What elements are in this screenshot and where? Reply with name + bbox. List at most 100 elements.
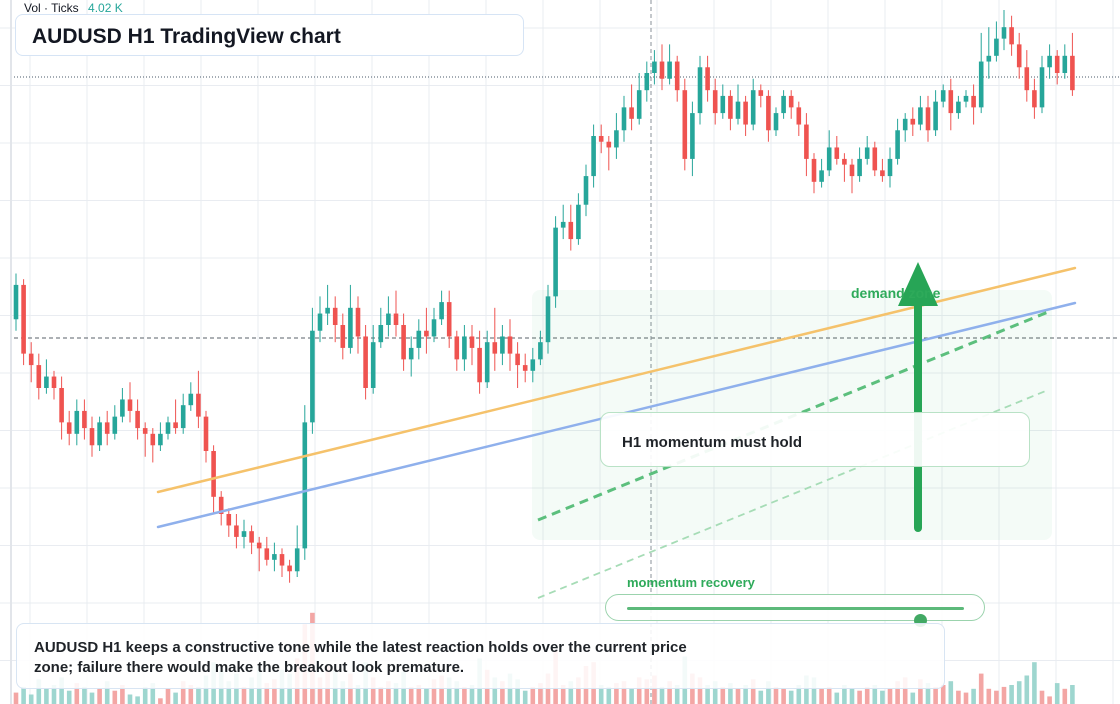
volume-bar bbox=[378, 686, 384, 704]
candle-body bbox=[956, 101, 961, 114]
candle-body bbox=[568, 221, 574, 240]
volume-bar bbox=[393, 683, 399, 704]
candle-body bbox=[431, 319, 437, 337]
volume-bar bbox=[150, 683, 156, 704]
volume-bar bbox=[89, 692, 95, 704]
candle-body bbox=[667, 61, 672, 79]
volume-bar bbox=[940, 685, 946, 704]
candle-body bbox=[1039, 67, 1045, 108]
candle-body bbox=[652, 61, 657, 73]
volume-bar bbox=[598, 685, 604, 704]
volume-bar bbox=[44, 688, 49, 704]
candle-body bbox=[89, 428, 95, 446]
candle-body bbox=[439, 302, 444, 320]
candle-body bbox=[135, 410, 140, 429]
candle-body bbox=[834, 147, 840, 159]
candle-body bbox=[348, 307, 353, 348]
candle-body bbox=[560, 221, 566, 228]
volume-bar bbox=[674, 685, 680, 704]
candle-body bbox=[804, 124, 809, 159]
volume-bar bbox=[864, 686, 870, 704]
volume-bar bbox=[804, 675, 809, 704]
volume-bar bbox=[895, 681, 900, 704]
candle-body bbox=[538, 342, 543, 360]
candle-body bbox=[842, 158, 847, 165]
volume-bar bbox=[766, 681, 771, 704]
candle-body bbox=[408, 347, 414, 360]
candle-body bbox=[864, 147, 870, 159]
chart-title: AUDUSD H1 TradingView chart bbox=[32, 25, 341, 48]
volume-bar bbox=[1039, 690, 1045, 704]
candle-body bbox=[758, 90, 764, 96]
candle-body bbox=[226, 514, 232, 526]
candle-body bbox=[97, 422, 102, 446]
volume-bar bbox=[180, 681, 186, 704]
candle-body bbox=[576, 204, 581, 240]
candle-body bbox=[697, 67, 703, 114]
candle-body bbox=[234, 525, 239, 537]
volume-bar bbox=[1070, 685, 1075, 704]
candle-body bbox=[644, 73, 650, 91]
candle-body bbox=[766, 95, 771, 131]
slider-track[interactable] bbox=[627, 607, 964, 627]
price-candles[interactable] bbox=[13, 10, 1075, 583]
title-panel: AUDUSD H1 TradingView chart bbox=[15, 14, 524, 56]
demand-zone-label: demand zone bbox=[851, 285, 941, 301]
volume-bar bbox=[1032, 662, 1037, 704]
candle-body bbox=[317, 313, 323, 331]
volume-bar bbox=[188, 685, 194, 704]
volume-bar bbox=[826, 686, 832, 704]
candle-body bbox=[188, 393, 194, 406]
volume-bar bbox=[226, 681, 232, 704]
momentum-slider[interactable] bbox=[605, 594, 985, 627]
candle-body bbox=[963, 95, 969, 102]
candle-body bbox=[355, 307, 361, 337]
volume-bar bbox=[446, 677, 452, 704]
candle-body bbox=[781, 95, 786, 114]
volume-bar bbox=[196, 686, 201, 704]
candle-body bbox=[363, 336, 368, 388]
volume-bar bbox=[652, 675, 657, 704]
candle-body bbox=[386, 313, 391, 325]
candle-body bbox=[902, 118, 908, 131]
volume-bar bbox=[849, 688, 855, 704]
candle-body bbox=[104, 422, 110, 434]
candle-body bbox=[819, 170, 824, 182]
volume-bar bbox=[773, 686, 779, 704]
candle-body bbox=[249, 531, 254, 543]
candle-body bbox=[173, 422, 178, 429]
candle-body bbox=[522, 365, 528, 371]
volume-bar bbox=[13, 692, 19, 704]
candle-body bbox=[986, 55, 992, 62]
candle-body bbox=[735, 101, 741, 119]
up-arrow-icon bbox=[898, 262, 938, 306]
candle-body bbox=[1062, 55, 1068, 73]
candle-body bbox=[857, 158, 862, 177]
momentum-callout[interactable]: H1 momentum must hold bbox=[600, 412, 1030, 467]
candle-body bbox=[545, 296, 551, 343]
volume-bar bbox=[902, 677, 908, 704]
candle-body bbox=[13, 284, 19, 320]
volume-bar bbox=[515, 679, 520, 704]
candle-body bbox=[553, 227, 558, 297]
candle-body bbox=[44, 376, 49, 388]
volume-label: Vol · Ticks bbox=[24, 1, 79, 15]
volume-bar bbox=[203, 675, 209, 704]
candle-body bbox=[826, 147, 832, 171]
volume-bar bbox=[728, 683, 733, 704]
volume-bar bbox=[568, 681, 574, 704]
volume-bar bbox=[264, 683, 270, 704]
candle-body bbox=[591, 136, 596, 177]
volume-indicator-label[interactable]: Vol · Ticks 4.02 K bbox=[24, 1, 123, 15]
volume-bar bbox=[173, 692, 178, 704]
volume-bar bbox=[340, 681, 346, 704]
candle-body bbox=[66, 422, 72, 434]
candle-body bbox=[750, 90, 756, 125]
volume-bar bbox=[796, 685, 802, 704]
candle-body bbox=[811, 158, 817, 182]
candle-body bbox=[659, 61, 665, 79]
volume-bar bbox=[621, 681, 627, 704]
volume-bar bbox=[880, 690, 885, 704]
candle-body bbox=[462, 336, 467, 360]
